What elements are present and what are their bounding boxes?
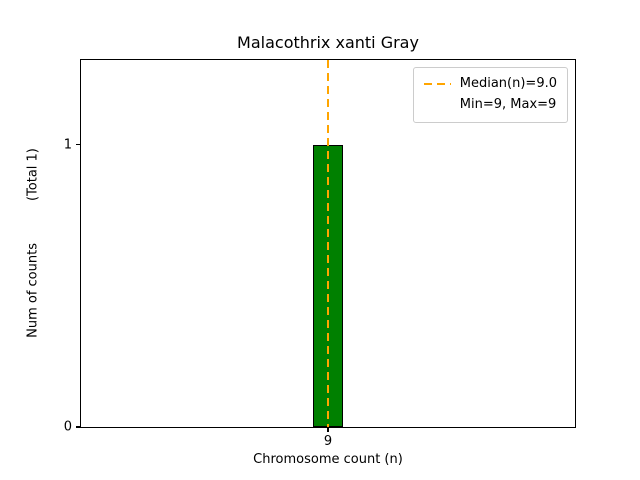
legend-entry-median: Median(n)=9.0 bbox=[423, 76, 557, 92]
chart-title: Malacothrix xanti Gray bbox=[237, 33, 419, 52]
legend-label-minmax: Min=9, Max=9 bbox=[459, 97, 557, 113]
median-line bbox=[327, 60, 329, 427]
y-axis-label-text: Num of counts bbox=[25, 243, 41, 338]
x-tick-mark bbox=[327, 427, 329, 432]
legend-label-median: Median(n)=9.0 bbox=[459, 76, 557, 91]
x-tick-label: 9 bbox=[323, 434, 333, 449]
y-tick-mark bbox=[76, 144, 81, 146]
y-tick-label: 0 bbox=[63, 419, 72, 435]
legend-entry-minmax: Min=9, Max=9 bbox=[424, 97, 557, 113]
y-axis-label-inner: Num of counts (Total 1) bbox=[26, 148, 41, 338]
x-axis-label: Chromosome count (n) bbox=[253, 452, 403, 467]
legend-sample-spacer bbox=[424, 104, 451, 106]
plot-area: Median(n)=9.0 Min=9, Max=9 0 1 9 bbox=[64, 59, 576, 449]
legend: Median(n)=9.0 Min=9, Max=9 bbox=[412, 67, 568, 123]
y-tick-label: 1 bbox=[63, 137, 72, 153]
y-tick-mark bbox=[76, 426, 81, 428]
legend-dashed-line-sample bbox=[423, 83, 451, 86]
y-axis-total-text: (Total 1) bbox=[25, 148, 41, 202]
